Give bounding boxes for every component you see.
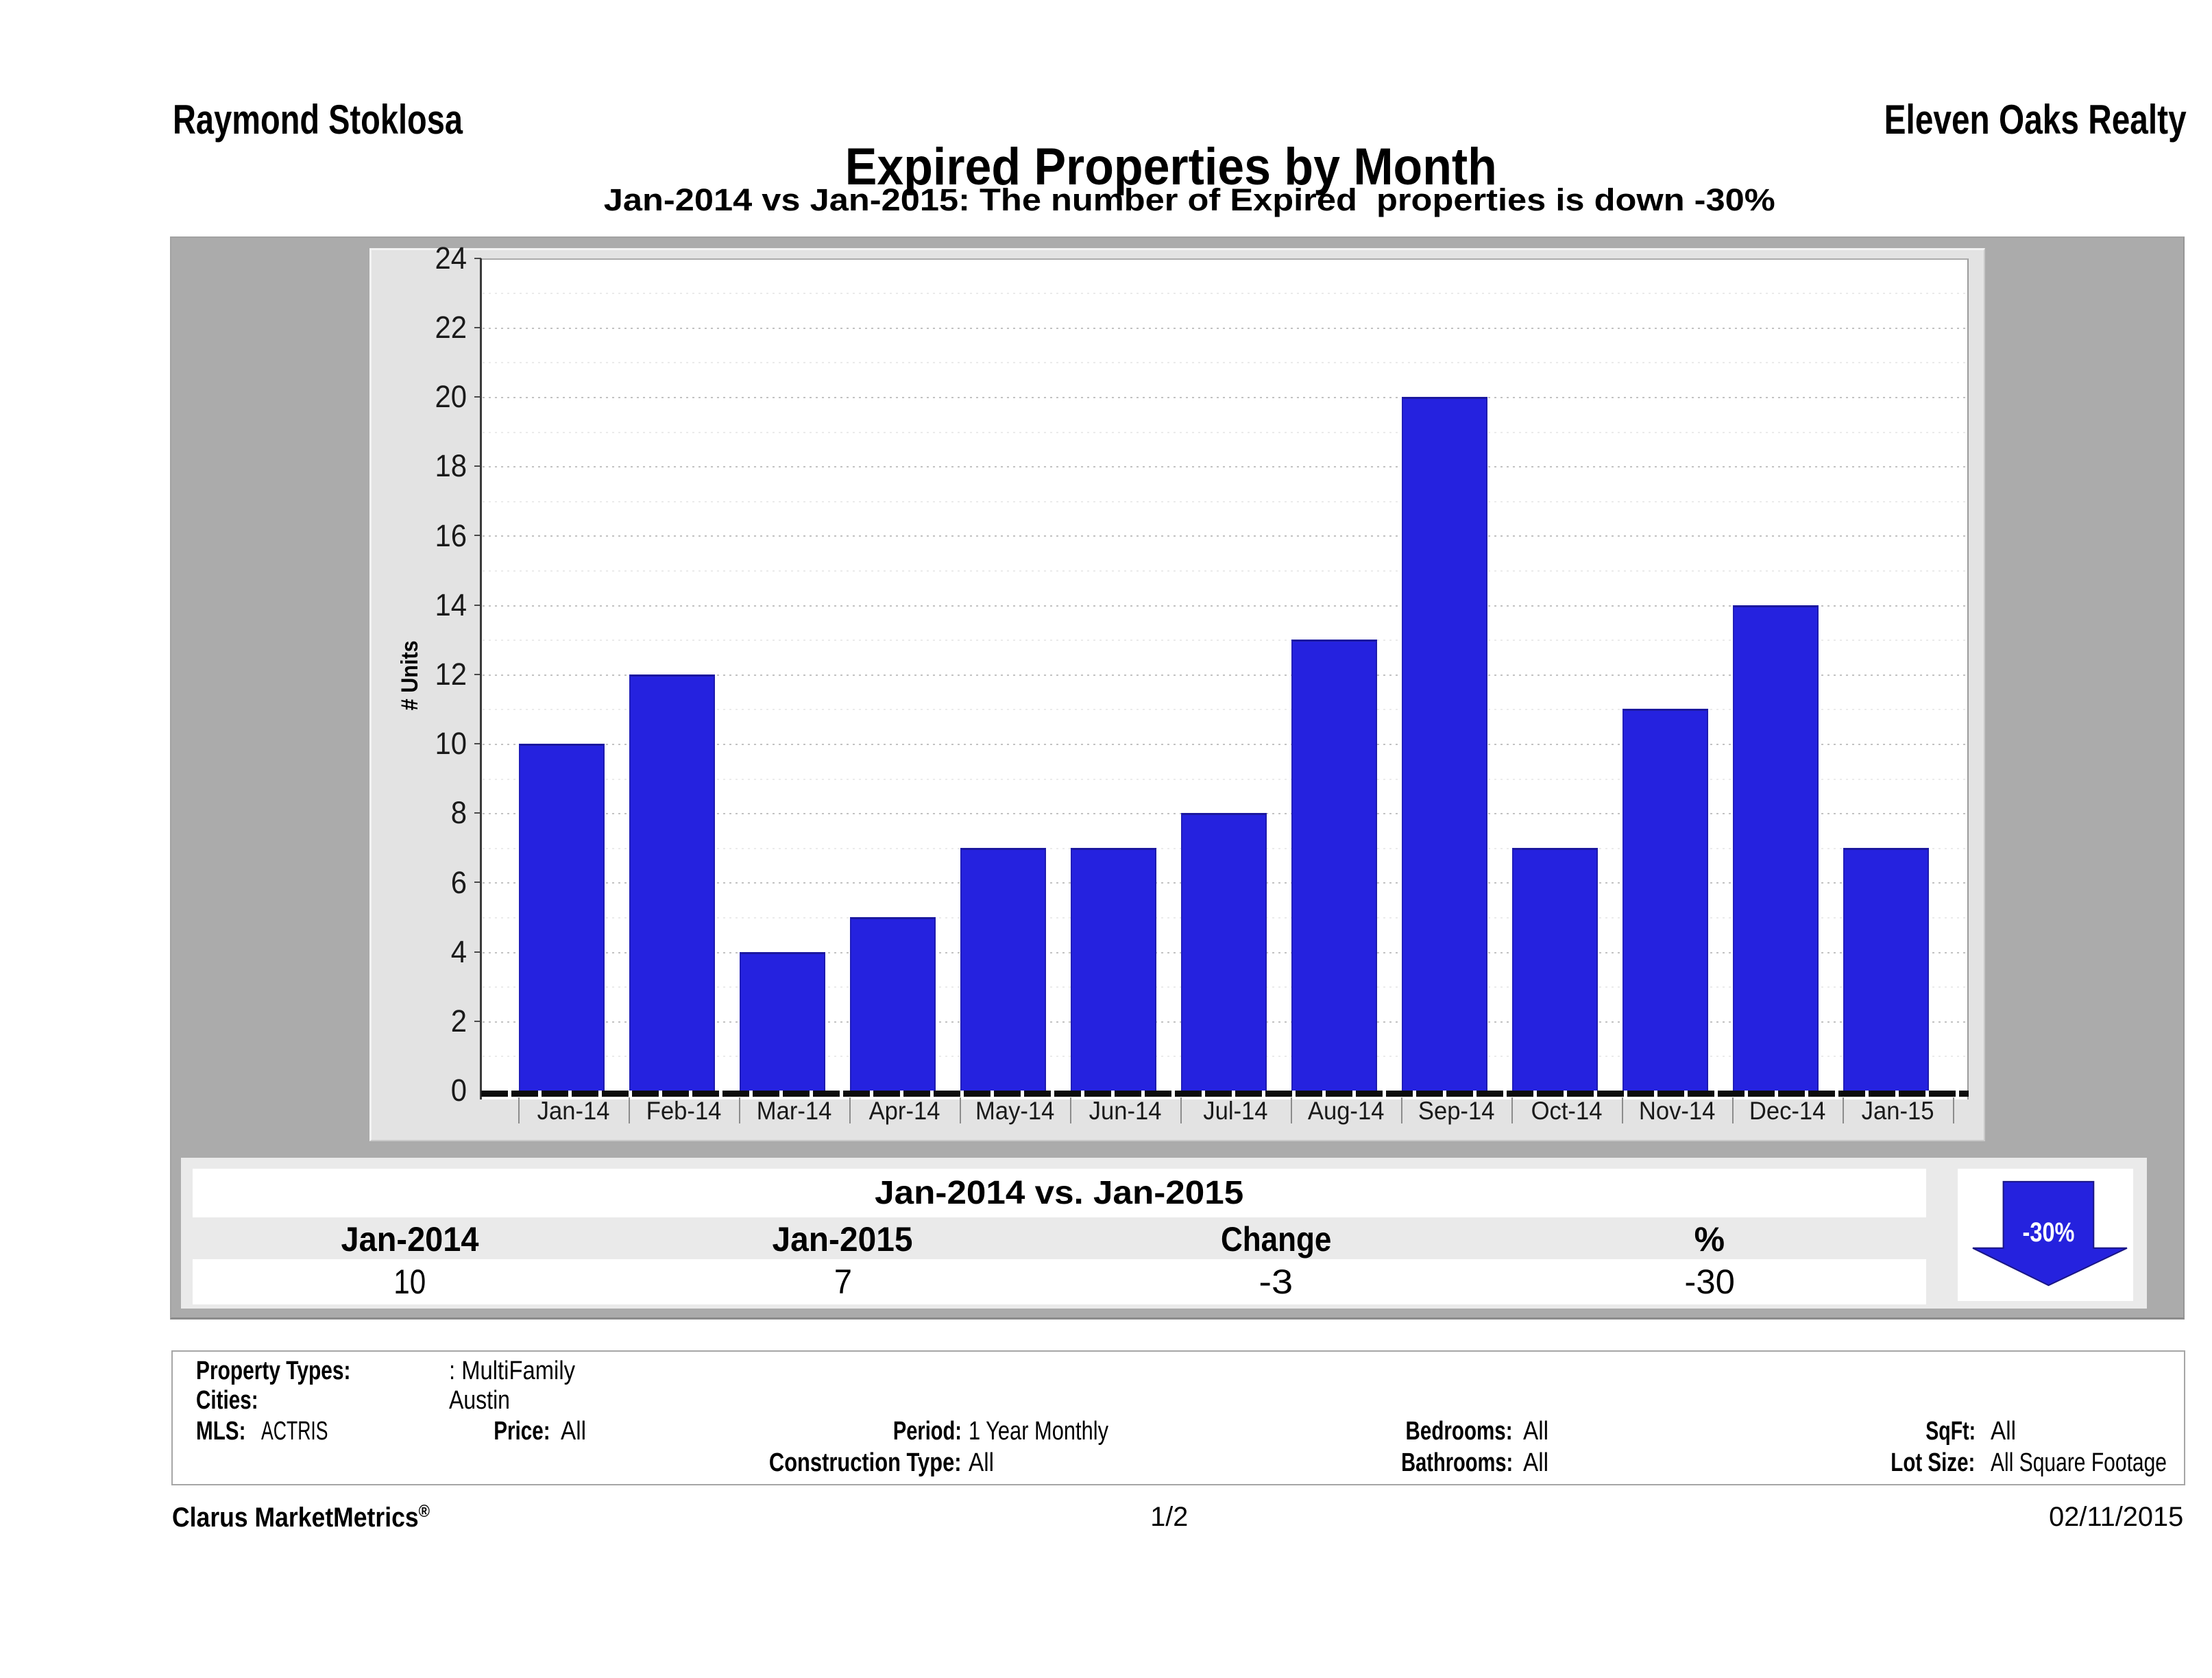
svg-text:-30%: -30% (2023, 1217, 2075, 1248)
